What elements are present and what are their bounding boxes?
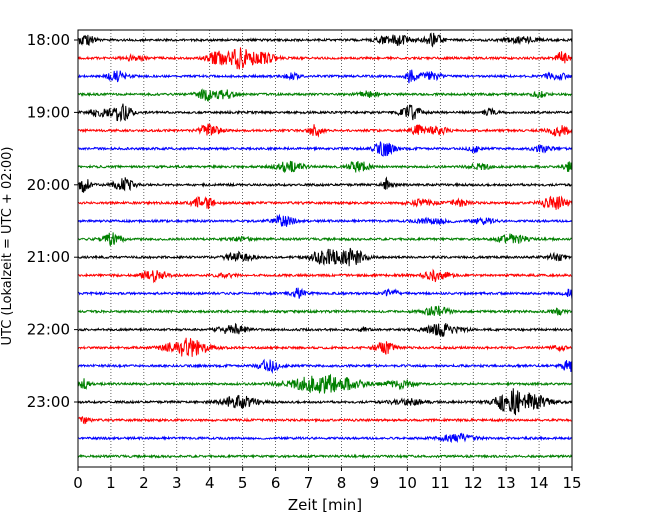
trace-1815 — [77, 47, 573, 70]
trace-2215 — [77, 337, 573, 357]
trace-2000 — [77, 176, 573, 193]
trace-2100 — [77, 247, 573, 267]
trace-2045 — [77, 232, 573, 247]
x-tick-label: 13 — [497, 474, 516, 492]
x-tick-label: 15 — [562, 474, 581, 492]
trace-2300 — [77, 388, 573, 416]
x-axis-label: Zeit [min] — [288, 496, 362, 514]
trace-1930 — [77, 141, 573, 157]
y-axis-label: UTC (Lokalzeit = UTC + 02:00) — [0, 147, 15, 346]
y-axis-ticks: 18:00 19:00 20:00 21:00 22:00 23:00 — [27, 31, 78, 411]
x-tick-label: 6 — [271, 474, 281, 492]
y-tick-label: 18:00 — [27, 31, 70, 49]
trace-2145 — [77, 305, 573, 317]
trace-1845 — [77, 88, 573, 102]
trace-2345 — [77, 453, 573, 460]
x-tick-label: 14 — [530, 474, 549, 492]
y-tick-label: 20:00 — [27, 176, 70, 194]
x-tick-label: 10 — [398, 474, 417, 492]
trace-1915 — [77, 123, 573, 138]
trace-2015 — [77, 195, 573, 210]
trace-1830 — [77, 69, 573, 84]
trace-1945 — [77, 160, 573, 174]
x-tick-label: 1 — [106, 474, 116, 492]
plot-frame — [77, 29, 573, 468]
trace-2230 — [77, 358, 573, 374]
x-tick-label: 2 — [139, 474, 149, 492]
trace-2330 — [77, 432, 573, 444]
x-axis-ticks: 0 1 2 3 4 5 6 7 8 9 10 11 12 13 14 15 — [73, 467, 582, 492]
x-tick-label: 3 — [172, 474, 182, 492]
x-tick-label: 8 — [337, 474, 347, 492]
vertical-gridlines — [110, 30, 540, 467]
x-tick-label: 11 — [431, 474, 450, 492]
seismic-traces — [77, 32, 573, 460]
x-tick-label: 7 — [304, 474, 314, 492]
trace-2315 — [77, 415, 573, 425]
trace-2200 — [77, 322, 573, 337]
trace-2030 — [77, 213, 573, 227]
y-tick-label: 22:00 — [27, 321, 70, 339]
x-tick-label: 9 — [370, 474, 380, 492]
y-tick-label: 21:00 — [27, 248, 70, 266]
x-tick-label: 12 — [464, 474, 483, 492]
x-tick-label: 0 — [73, 474, 83, 492]
trace-2115 — [77, 268, 573, 284]
x-tick-label: 5 — [238, 474, 248, 492]
trace-2130 — [77, 287, 573, 300]
trace-2245 — [77, 373, 573, 394]
x-tick-label: 4 — [205, 474, 215, 492]
y-tick-label: 23:00 — [27, 393, 70, 411]
trace-1800 — [77, 32, 573, 48]
trace-1900 — [77, 103, 573, 123]
y-tick-label: 19:00 — [27, 103, 70, 121]
